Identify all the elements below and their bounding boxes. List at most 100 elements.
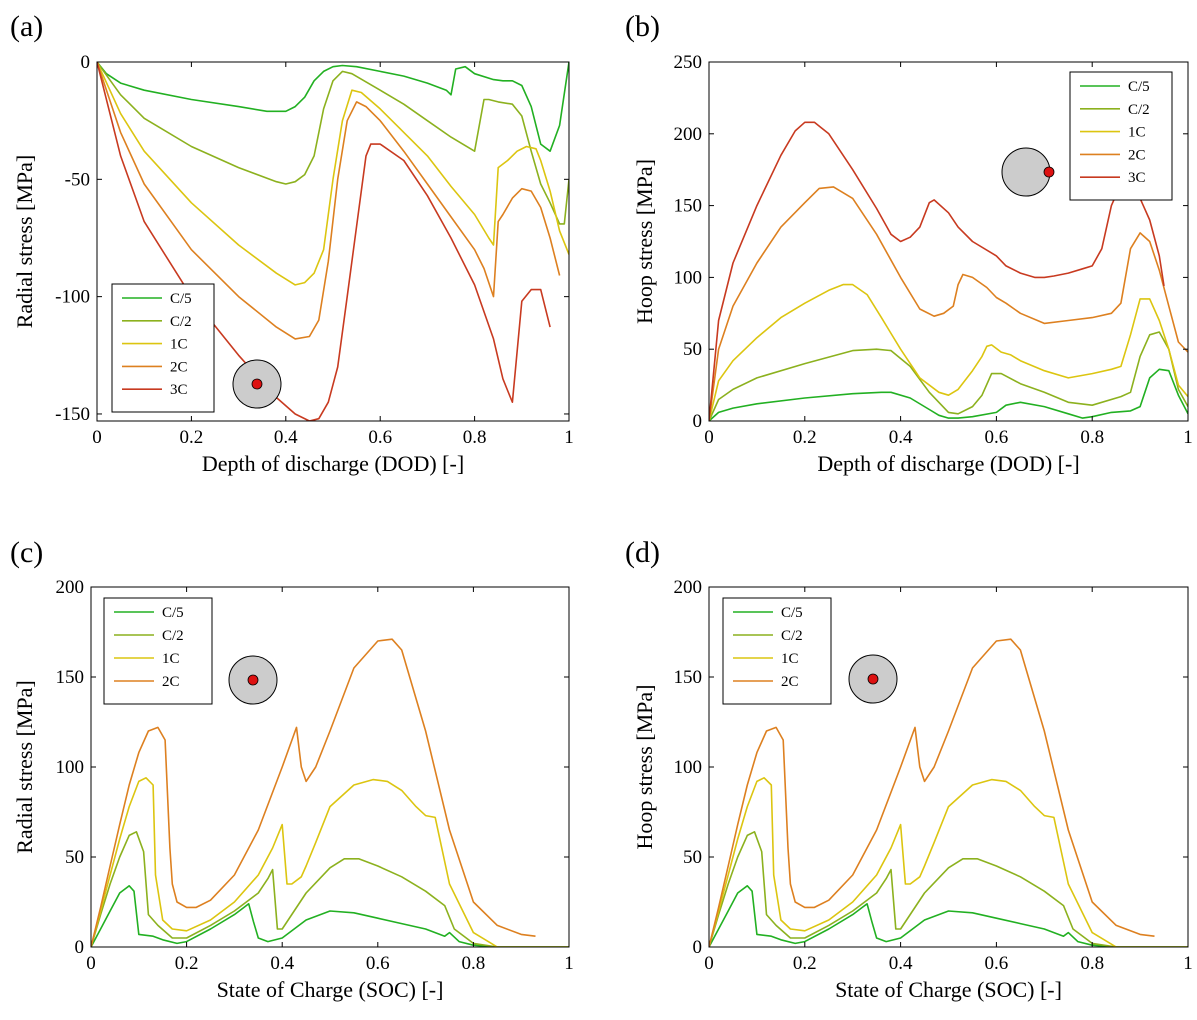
x-axis-label: Depth of discharge (DOD) [-] — [202, 451, 464, 476]
particle-marker-dot — [1043, 166, 1055, 178]
series-line-2c — [97, 62, 561, 340]
particle-marker-dot — [867, 673, 879, 685]
x-tick-label: 1 — [1183, 953, 1193, 974]
y-tick-label: 0 — [693, 411, 703, 432]
legend: C/5 C/2 1C 2C — [103, 597, 213, 705]
legend-box — [722, 597, 832, 705]
x-tick-label: 1 — [564, 953, 574, 974]
y-tick-label: 150 — [56, 667, 85, 688]
legend-label: 3C — [170, 382, 188, 398]
x-tick-label: 0.2 — [180, 427, 204, 448]
y-tick-label: 100 — [674, 757, 703, 778]
panel-1: (a) 0 0.2 0.4 0.6 0.8 1 0 -50 -100 -150 Depth of di… — [10, 10, 574, 476]
series-group — [91, 638, 569, 947]
axes-box — [96, 61, 570, 422]
legend-box — [1069, 71, 1173, 201]
y-axis-label: Radial stress [MPa] — [12, 155, 37, 329]
series-line-c-2 — [709, 831, 1188, 947]
legend: C/5 C/2 1C 2C — [722, 597, 832, 705]
series-line-c-2 — [709, 331, 1188, 421]
y-tick-label: 250 — [674, 52, 703, 73]
panel-label: (c) — [10, 536, 43, 569]
legend: C/5 C/2 1C 2C 3C — [111, 283, 215, 413]
series-line-c-5 — [709, 885, 1188, 947]
legend-label: C/5 — [162, 605, 184, 621]
y-tick-label: -150 — [55, 404, 90, 425]
series-line-1c — [709, 283, 1188, 421]
x-tick-label: 0.8 — [462, 953, 486, 974]
x-axis-label: State of Charge (SOC) [-] — [217, 977, 444, 1002]
y-tick-label: 100 — [56, 757, 85, 778]
series-line-c-5 — [91, 885, 569, 947]
y-tick-label: 50 — [683, 847, 702, 868]
series-line-c-2 — [91, 831, 569, 947]
legend-label: 1C — [1128, 125, 1146, 141]
legend-label: C/5 — [781, 605, 803, 621]
legend-label: 3C — [1128, 170, 1146, 186]
y-tick-label: 0 — [81, 52, 91, 73]
x-tick-label: 1 — [564, 427, 574, 448]
legend-box — [111, 283, 215, 413]
series-line-1c — [91, 777, 569, 947]
legend-label: C/2 — [162, 628, 184, 644]
y-tick-label: 0 — [75, 937, 85, 958]
y-tick-label: 200 — [674, 124, 703, 145]
x-tick-label: 0.8 — [1080, 427, 1104, 448]
y-tick-label: -100 — [55, 287, 90, 308]
series-line-2c — [91, 638, 536, 947]
legend-label: 1C — [781, 651, 799, 667]
x-tick-label: 0.4 — [274, 427, 298, 448]
x-tick-label: 0.6 — [368, 427, 392, 448]
x-tick-label: 0.2 — [793, 953, 817, 974]
axes-box — [708, 61, 1189, 422]
legend-label: 2C — [781, 674, 799, 690]
series-line-c-2 — [97, 62, 569, 225]
series-line-1c — [709, 777, 1188, 947]
legend-label: C/5 — [1128, 79, 1150, 95]
panel-label: (b) — [625, 10, 660, 43]
y-axis-label: Radial stress [MPa] — [12, 680, 37, 854]
panel-2: (b) 0 0.2 0.4 0.6 0.8 1 0 50 100 150 200 250 Depth of… — [625, 10, 1193, 476]
y-tick-label: 200 — [674, 577, 703, 598]
x-tick-label: 1 — [1183, 427, 1193, 448]
y-tick-label: 50 — [65, 847, 84, 868]
series-line-c-5 — [97, 62, 569, 152]
x-tick-label: 0.2 — [793, 427, 817, 448]
y-axis-label: Hoop stress [MPa] — [632, 685, 657, 850]
legend-label: 2C — [162, 674, 180, 690]
legend-label: 1C — [162, 651, 180, 667]
y-tick-label: 200 — [56, 577, 85, 598]
x-tick-label: 0.4 — [889, 427, 913, 448]
y-tick-label: 150 — [674, 196, 703, 217]
x-tick-label: 0.8 — [1080, 953, 1104, 974]
panel-3: (c) 0 0.2 0.4 0.6 0.8 1 0 50 100 150 200 State of Ch… — [10, 536, 574, 1002]
legend-label: 2C — [170, 359, 188, 375]
x-tick-label: 0.8 — [463, 427, 487, 448]
y-tick-label: 50 — [683, 339, 702, 360]
legend-label: C/2 — [781, 628, 803, 644]
series-line-2c — [709, 186, 1188, 421]
x-tick-label: 0.6 — [985, 427, 1009, 448]
legend: C/5 C/2 1C 2C 3C — [1069, 71, 1173, 201]
legend-label: C/5 — [170, 291, 192, 307]
x-axis-label: Depth of discharge (DOD) [-] — [817, 451, 1079, 476]
x-axis-label: State of Charge (SOC) [-] — [835, 977, 1062, 1002]
x-tick-label: 0 — [92, 427, 102, 448]
x-tick-label: 0.6 — [366, 953, 390, 974]
series-group — [709, 638, 1188, 947]
x-tick-label: 0.6 — [985, 953, 1009, 974]
x-tick-label: 0 — [704, 953, 714, 974]
x-tick-label: 0.4 — [270, 953, 294, 974]
x-tick-label: 0.2 — [175, 953, 199, 974]
legend-label: C/2 — [1128, 102, 1150, 118]
legend-label: 2C — [1128, 147, 1146, 163]
series-line-1c — [97, 62, 569, 286]
x-tick-label: 0.4 — [889, 953, 913, 974]
panel-label: (d) — [625, 536, 660, 569]
particle-marker-dot — [247, 674, 259, 686]
panel-4: (d) 0 0.2 0.4 0.6 0.8 1 0 50 100 150 200 State of Ch… — [625, 536, 1193, 1002]
legend-box — [103, 597, 213, 705]
legend-label: 1C — [170, 337, 188, 353]
particle-marker-dot — [251, 378, 263, 390]
